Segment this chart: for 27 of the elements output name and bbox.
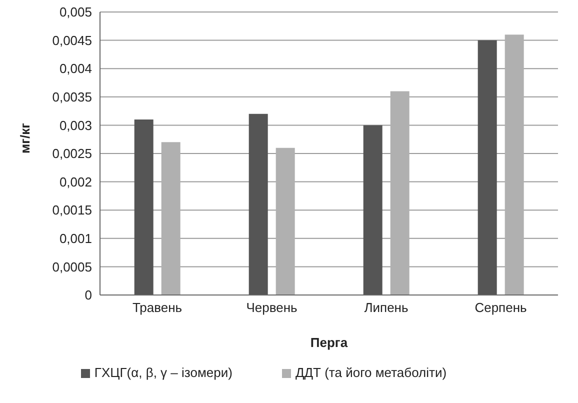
y-tick-label: 0,004 bbox=[59, 61, 92, 76]
legend-label: ДДТ (та його метаболіти) bbox=[295, 365, 447, 380]
bar bbox=[390, 91, 410, 295]
bar bbox=[478, 40, 497, 295]
y-tick-label: 0,001 bbox=[59, 231, 92, 246]
bar bbox=[161, 142, 180, 295]
y-tick-label: 0,003 bbox=[59, 118, 92, 133]
x-tick-label: Липень bbox=[364, 300, 408, 316]
bar bbox=[248, 114, 268, 295]
y-tick-label: 0,0035 bbox=[52, 90, 92, 105]
bar bbox=[363, 125, 382, 295]
bar bbox=[276, 148, 295, 295]
y-tick-label: 0,0045 bbox=[52, 32, 92, 48]
x-tick-label: Серпень bbox=[474, 300, 528, 316]
x-tick-label: Червень bbox=[246, 300, 298, 316]
y-tick-label: 0 bbox=[84, 288, 92, 303]
y-tick-label: 0,0015 bbox=[52, 202, 92, 218]
y-tick-label: 0,005 bbox=[59, 4, 92, 20]
y-tick-label: 0,0025 bbox=[52, 146, 92, 162]
bar bbox=[504, 34, 524, 295]
x-axis-title: Перга bbox=[310, 335, 348, 350]
y-tick-label: 0,0005 bbox=[52, 259, 92, 274]
x-tick-label: Травень bbox=[132, 300, 182, 316]
y-axis-title: мг/кг bbox=[18, 122, 33, 154]
legend-label: ГХЦГ(α, β, γ – ізомери) bbox=[94, 365, 232, 380]
bar bbox=[134, 120, 154, 295]
y-tick-label: 0,002 bbox=[59, 174, 92, 190]
